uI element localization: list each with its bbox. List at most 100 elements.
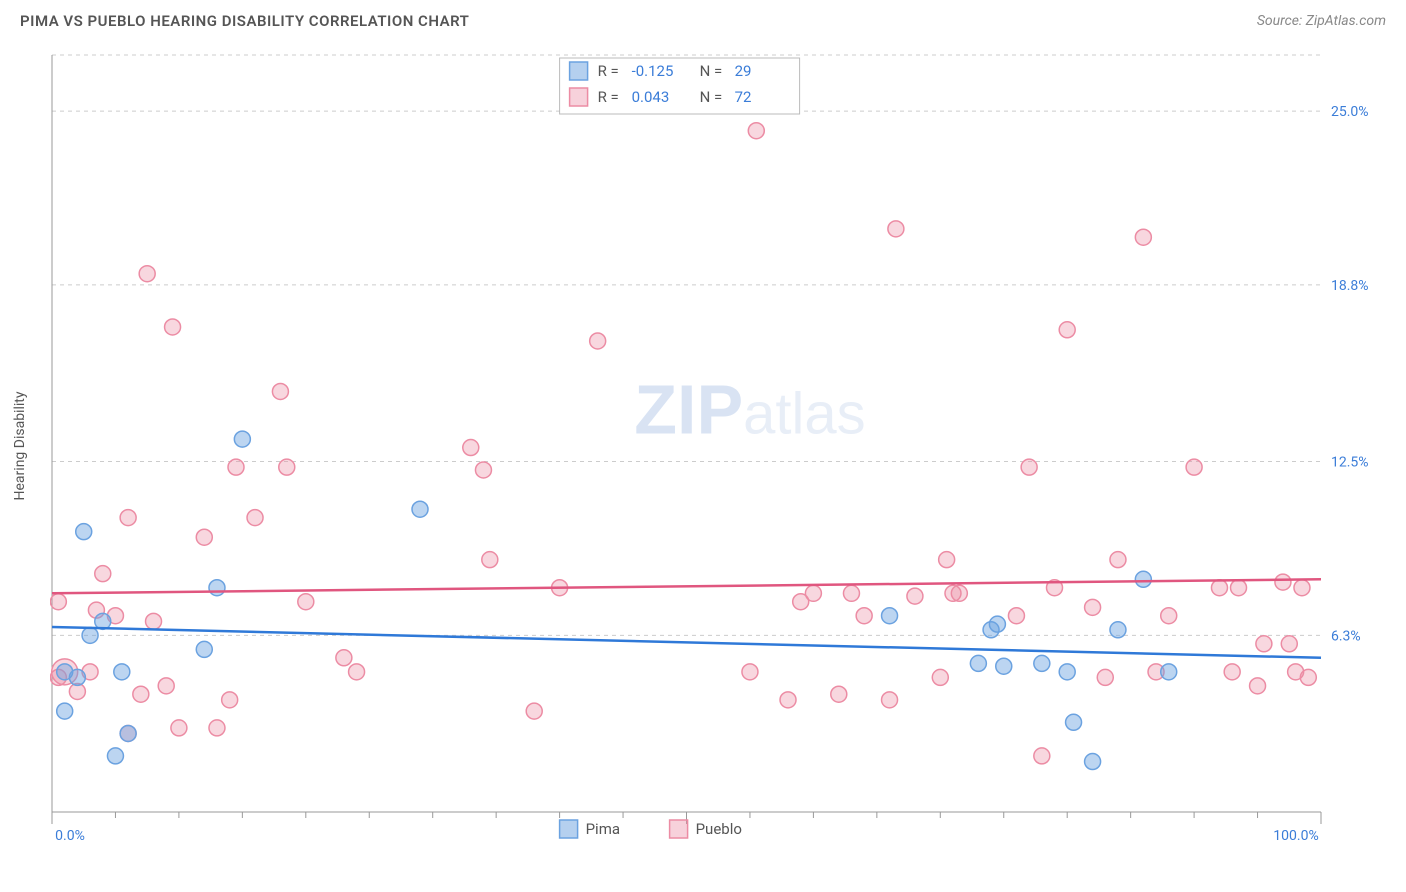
pueblo-point [272,383,288,399]
watermark: ZIPatlas [634,371,865,449]
pueblo-point [856,608,872,624]
pima-point [1085,754,1101,770]
pueblo-point [475,462,491,478]
pueblo-point [1161,608,1177,624]
pima-point [1059,664,1075,680]
pueblo-point [1250,678,1266,694]
pima-trendline [52,627,1321,658]
pueblo-point [336,650,352,666]
pima-point [989,616,1005,632]
pueblo-point [50,594,66,610]
pima-point [1135,571,1151,587]
legend-r-value: 0.043 [632,88,670,106]
pima-point [82,627,98,643]
pima-point [107,748,123,764]
legend-swatch-pima [570,62,588,80]
pueblo-point [742,664,758,680]
pueblo-point [843,585,859,601]
pueblo-point [748,123,764,139]
pima-point [412,501,428,517]
pueblo-point [1085,599,1101,615]
y-tick-label: 12.5% [1331,455,1369,471]
pueblo-point [1034,748,1050,764]
pueblo-point [1231,580,1247,596]
pueblo-point [463,440,479,456]
pueblo-point [1275,574,1291,590]
pueblo-point [1021,459,1037,475]
pueblo-point [247,510,263,526]
pueblo-point [1294,580,1310,596]
pueblo-point [95,566,111,582]
pueblo-point [831,686,847,702]
pueblo-point [349,664,365,680]
pima-point [882,608,898,624]
legend-r-label: R = [598,62,619,80]
pima-point [57,703,73,719]
legend-bottom-label-pima: Pima [586,820,620,838]
pima-point [69,669,85,685]
pima-point [196,641,212,657]
pueblo-point [526,703,542,719]
pueblo-point [1211,580,1227,596]
pueblo-point [133,686,149,702]
pueblo-point [939,552,955,568]
pueblo-point [196,529,212,545]
legend-bottom-swatch-pueblo [670,820,688,838]
pueblo-point [158,678,174,694]
chart-area: Hearing Disability ZIPatlas6.3%12.5%18.8… [50,50,1386,842]
pueblo-point [1110,552,1126,568]
legend-r-label: R = [598,88,619,106]
pima-point [1066,714,1082,730]
pueblo-point [1135,229,1151,245]
y-tick-label: 25.0% [1331,104,1369,120]
pueblo-point [1008,608,1024,624]
pima-point [120,725,136,741]
pueblo-point [1097,669,1113,685]
pueblo-point [482,552,498,568]
pueblo-point [146,613,162,629]
pueblo-point [222,692,238,708]
pima-point [970,655,986,671]
y-axis-label: Hearing Disability [12,392,28,501]
pueblo-point [165,319,181,335]
pueblo-point [228,459,244,475]
legend-swatch-pueblo [570,88,588,106]
legend-box [560,58,800,114]
pueblo-point [590,333,606,349]
pueblo-point [279,459,295,475]
pueblo-trendline [52,579,1321,593]
pueblo-point [951,585,967,601]
legend-bottom-swatch-pima [560,820,578,838]
pueblo-point [1186,459,1202,475]
chart-title: PIMA VS PUEBLO HEARING DISABILITY CORREL… [20,12,469,30]
pueblo-point [932,669,948,685]
pima-point [1161,664,1177,680]
pueblo-point [209,720,225,736]
pueblo-point [171,720,187,736]
pueblo-point [139,266,155,282]
chart-header: PIMA VS PUEBLO HEARING DISABILITY CORREL… [0,0,1406,38]
pueblo-point [1281,636,1297,652]
x-tick-label: 0.0% [55,828,85,842]
legend-bottom-label-pueblo: Pueblo [696,820,742,838]
scatter-plot-svg: ZIPatlas6.3%12.5%18.8%25.0%0.0%100.0%R =… [50,50,1386,842]
pima-point [114,664,130,680]
legend-n-value: 72 [735,88,752,106]
pueblo-point [780,692,796,708]
pueblo-point [1256,636,1272,652]
pima-point [1034,655,1050,671]
legend-n-label: N = [700,62,723,80]
pueblo-point [805,585,821,601]
legend-r-value: -0.125 [632,62,674,80]
pueblo-point [1059,322,1075,338]
legend-n-value: 29 [735,62,752,80]
y-tick-label: 18.8% [1331,278,1369,294]
pueblo-point [120,510,136,526]
pueblo-point [907,588,923,604]
pueblo-point [1300,669,1316,685]
pima-point [996,658,1012,674]
source-label: Source: ZipAtlas.com [1257,13,1386,29]
pima-point [76,524,92,540]
pima-point [234,431,250,447]
x-tick-label: 100.0% [1273,828,1318,842]
